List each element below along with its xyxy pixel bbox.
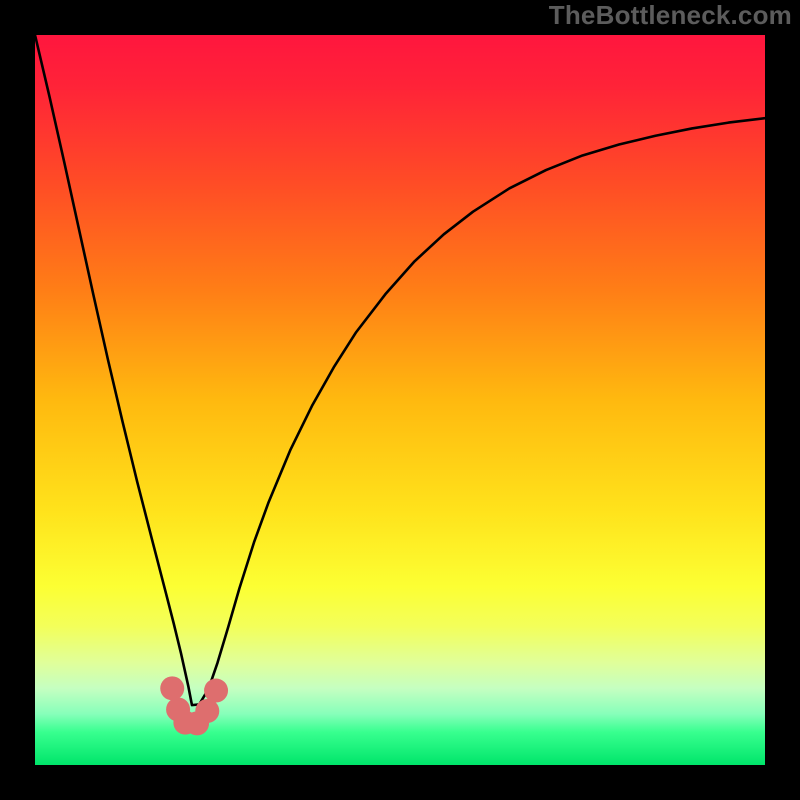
- bottleneck-chart-svg: [35, 35, 765, 765]
- plot-area: [35, 35, 765, 765]
- gradient-background: [35, 35, 765, 765]
- data-marker: [195, 699, 219, 723]
- chart-frame: TheBottleneck.com: [0, 0, 800, 800]
- data-marker: [160, 676, 184, 700]
- watermark-text: TheBottleneck.com: [549, 0, 792, 31]
- data-marker: [204, 679, 228, 703]
